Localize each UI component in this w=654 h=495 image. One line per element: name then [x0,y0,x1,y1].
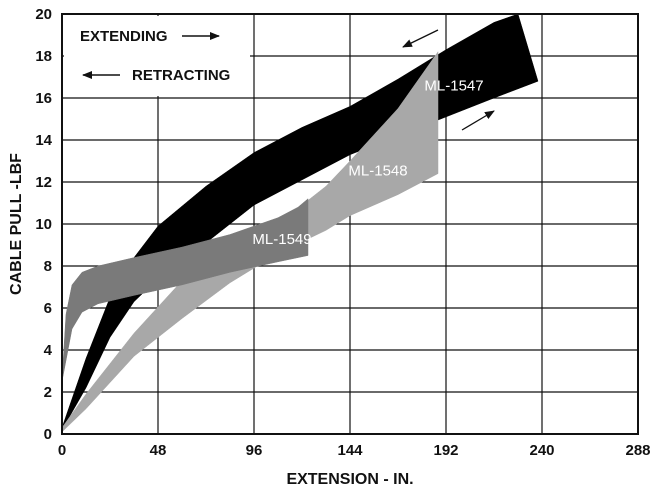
x-tick-label: 0 [58,442,66,459]
y-tick-label: 18 [35,48,52,65]
y-tick-label: 12 [35,174,52,191]
y-tick-label: 14 [35,132,52,149]
x-tick-label: 192 [433,442,458,459]
series-label-ml-1548: ML-1548 [348,163,407,180]
annotation-box [64,16,250,96]
x-axis-title: EXTENSION - IN. [286,471,413,488]
retracting-label: RETRACTING [132,67,230,84]
data-bands [62,14,539,433]
extend-direction-arrow-icon [461,110,495,131]
retract-direction-arrow-icon [402,29,439,48]
y-tick-label: 2 [44,384,52,401]
series-label-ml-1547: ML-1547 [424,78,483,95]
y-tick-label: 8 [44,258,52,275]
series-labels: ML-1547 ML-1548 ML-1549 [252,78,483,248]
y-tick-label: 0 [44,426,52,443]
x-tick-label: 144 [337,442,363,459]
y-tick-label: 6 [44,300,52,317]
y-tick-label: 16 [35,90,52,107]
series-label-ml-1549: ML-1549 [252,231,311,248]
x-tick-labels: 0 48 96 144 192 240 288 [58,442,651,459]
y-tick-labels: 0 2 4 6 8 10 12 14 16 18 20 [35,6,52,443]
y-tick-label: 20 [35,6,52,23]
y-axis-title: CABLE PULL -LBF [8,153,25,295]
band-ml-1549 [62,198,309,382]
x-tick-label: 96 [246,442,263,459]
y-tick-label: 10 [35,216,52,233]
extending-label: EXTENDING [80,28,168,45]
x-tick-label: 48 [150,442,167,459]
x-tick-label: 288 [625,442,650,459]
plot-frame [61,13,639,435]
x-tick-label: 240 [529,442,554,459]
y-tick-label: 4 [44,342,53,359]
